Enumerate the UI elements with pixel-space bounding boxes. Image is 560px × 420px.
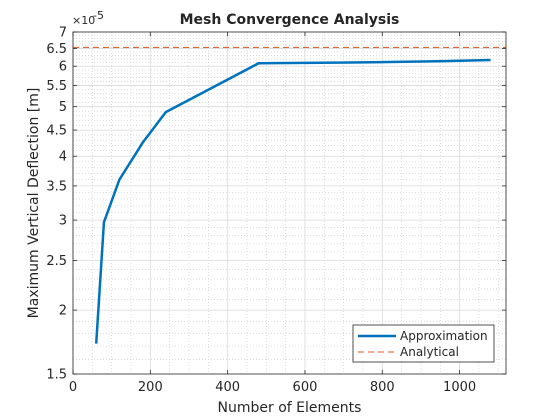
y-axis: 1.5 2 2.5 3 3.5 4 4.5 5 5.5 6 6.57 (46, 26, 506, 383)
series-layer (73, 46, 506, 344)
x-tick-label: 200 (138, 380, 163, 395)
y-tick-label: 5 (59, 100, 67, 115)
legend-label-analytical: Analytical (400, 345, 459, 359)
chart-title: Mesh Convergence Analysis (180, 12, 400, 28)
y-tick-label: 2 (59, 304, 67, 319)
y-exponent: ×10 -5 (72, 9, 104, 27)
x-axis: 0 200 400 600 800 1000 (69, 32, 476, 395)
y-tick-label: 5.5 (46, 79, 67, 94)
y-tick-label: 4.5 (46, 124, 67, 139)
y-tick-label: 6 (59, 60, 67, 75)
legend-label-approximation: Approximation (400, 329, 488, 343)
legend: Approximation Analytical (352, 324, 495, 363)
x-tick-label: 600 (293, 380, 318, 395)
y-tick-label: 2.5 (46, 254, 67, 269)
y-exponent-base: ×10 (72, 14, 95, 27)
x-tick-label: 800 (370, 380, 395, 395)
series-line-approximation (94, 58, 491, 344)
plot-area (73, 32, 506, 374)
x-tick-label: 400 (215, 380, 240, 395)
y-tick-label: 1.5 (46, 368, 67, 383)
y-tick-label: 4 (59, 150, 67, 165)
y-tick-label: 6.5 (46, 42, 67, 57)
y-tick-label: 7 (59, 26, 67, 41)
y-tick-label: 3.5 (46, 179, 67, 194)
x-axis-label: Number of Elements (218, 400, 362, 416)
legend-box (352, 324, 495, 363)
x-tick-label: 1000 (443, 380, 476, 395)
plot-frame (72, 31, 507, 375)
y-tick-label: 3 (59, 214, 67, 229)
y-exponent-power: -5 (93, 9, 104, 22)
x-tick-label: 0 (69, 380, 77, 395)
y-axis-label: Maximum Vertical Deflection [m] (26, 88, 42, 319)
